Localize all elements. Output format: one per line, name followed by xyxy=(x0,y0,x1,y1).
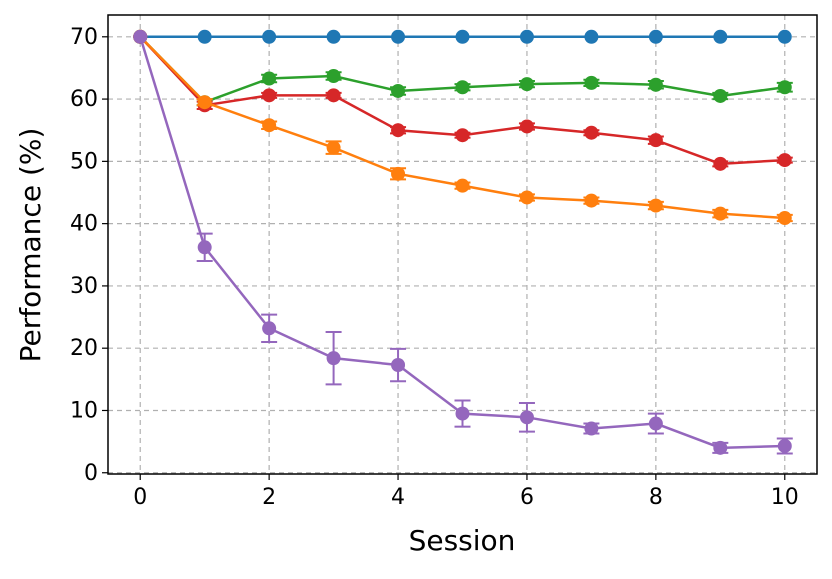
x-axis-label: Session xyxy=(409,524,516,557)
marker xyxy=(584,421,599,436)
marker xyxy=(455,29,470,44)
marker xyxy=(777,211,792,226)
marker xyxy=(391,358,406,373)
marker xyxy=(326,140,341,155)
marker xyxy=(648,198,663,213)
y-tick-label: 70 xyxy=(70,25,98,50)
marker xyxy=(326,88,341,103)
marker xyxy=(584,125,599,140)
series-line xyxy=(139,36,785,450)
marker xyxy=(648,77,663,92)
marker xyxy=(197,29,212,44)
x-tick-label: 2 xyxy=(262,485,276,510)
marker xyxy=(648,29,663,44)
marker xyxy=(262,29,277,44)
y-tick-label: 60 xyxy=(70,87,98,112)
marker xyxy=(326,351,341,366)
marker xyxy=(455,406,470,421)
y-tick-label: 30 xyxy=(70,274,98,299)
y-tick-label: 40 xyxy=(70,212,98,237)
marker xyxy=(519,190,534,205)
marker xyxy=(391,123,406,138)
marker xyxy=(584,29,599,44)
marker xyxy=(197,95,212,110)
x-tick-label: 4 xyxy=(391,485,405,510)
marker xyxy=(455,80,470,95)
marker xyxy=(519,410,534,425)
x-tick-label: 0 xyxy=(133,485,147,510)
marker xyxy=(262,118,277,133)
marker xyxy=(713,206,728,221)
y-axis-label: Performance (%) xyxy=(14,128,47,363)
series xyxy=(133,29,793,226)
marker xyxy=(133,29,148,44)
marker xyxy=(777,80,792,95)
marker xyxy=(391,29,406,44)
marker xyxy=(197,240,212,255)
marker xyxy=(777,29,792,44)
marker xyxy=(777,438,792,453)
marker xyxy=(584,75,599,90)
marker xyxy=(391,166,406,181)
plot-frame xyxy=(107,14,818,475)
marker xyxy=(326,29,341,44)
x-tick-label: 10 xyxy=(771,485,799,510)
marker xyxy=(326,69,341,84)
marker xyxy=(519,119,534,134)
y-tick-label: 0 xyxy=(84,461,98,486)
marker xyxy=(262,88,277,103)
marker xyxy=(455,178,470,193)
marker xyxy=(713,29,728,44)
y-tick-label: 20 xyxy=(70,336,98,361)
marker xyxy=(455,128,470,143)
marker xyxy=(519,77,534,92)
x-tick-label: 6 xyxy=(520,485,534,510)
marker xyxy=(262,71,277,86)
marker xyxy=(713,156,728,171)
series xyxy=(133,29,792,44)
marker xyxy=(648,133,663,148)
series-line xyxy=(139,35,785,166)
marker xyxy=(584,193,599,208)
x-tick-label: 8 xyxy=(649,485,663,510)
marker xyxy=(519,29,534,44)
marker xyxy=(713,440,728,455)
marker xyxy=(713,88,728,103)
marker xyxy=(262,321,277,336)
marker xyxy=(777,153,792,168)
series xyxy=(133,29,793,455)
marker xyxy=(648,416,663,431)
y-tick-label: 10 xyxy=(70,398,98,423)
series xyxy=(133,29,793,171)
marker xyxy=(391,83,406,98)
y-tick-label: 50 xyxy=(70,149,98,174)
